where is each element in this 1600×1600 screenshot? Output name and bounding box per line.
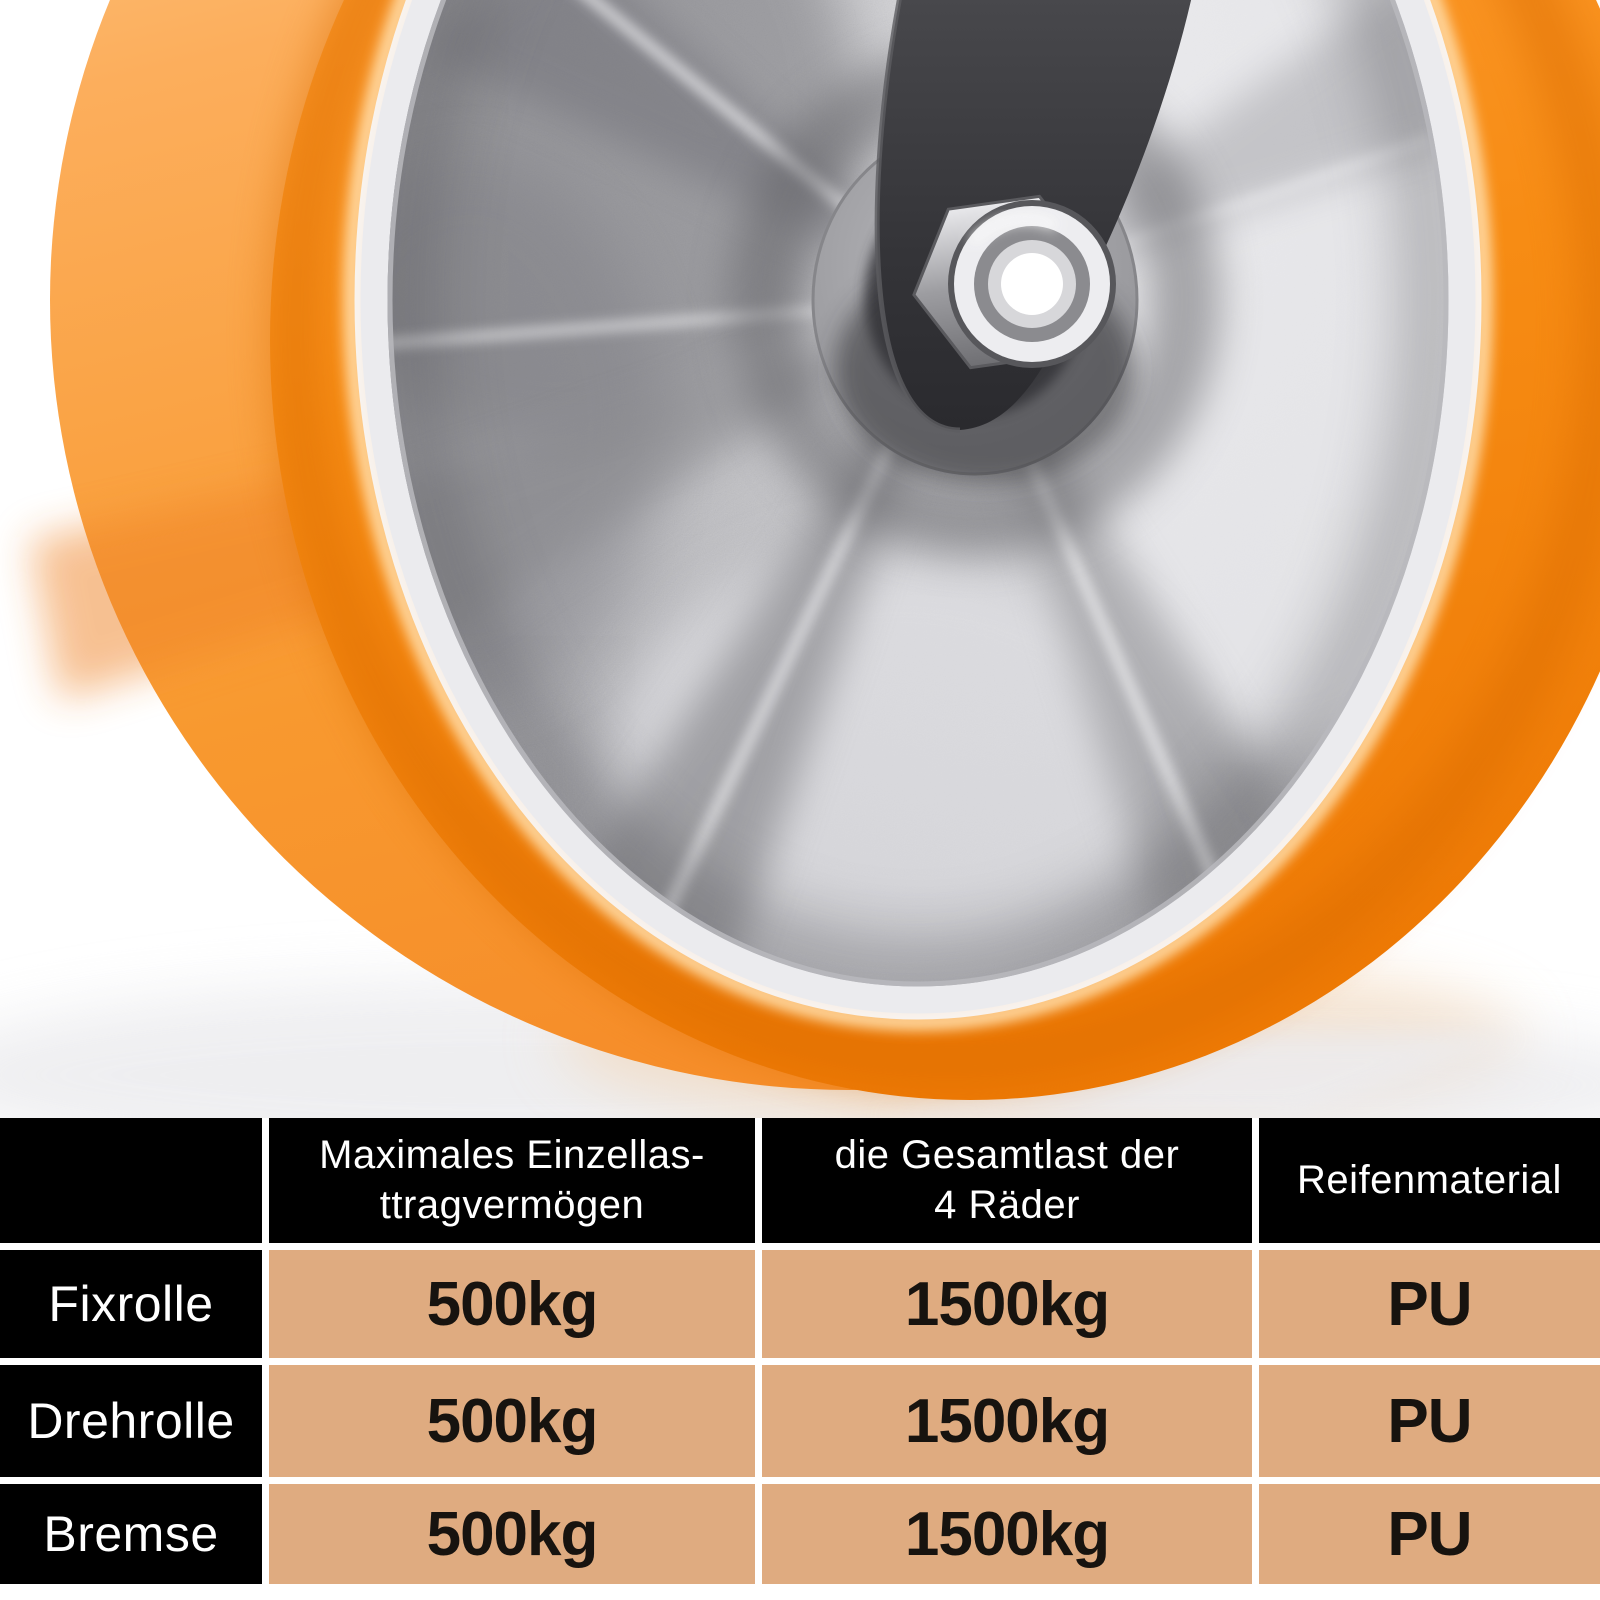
value-cell: PU: [1259, 1484, 1600, 1584]
table-header-cell-empty: [0, 1118, 262, 1243]
table-header-total-load: die Gesamtlast der 4 Räder: [762, 1118, 1252, 1243]
fork-edge-highlight: [874, 0, 961, 433]
table-header-max-load: Maximales Einzellas- ttragvermögen: [269, 1118, 755, 1243]
value-cell: PU: [1259, 1250, 1600, 1358]
value-cell: 1500kg: [762, 1484, 1252, 1584]
caster-wheel-photo: [0, 0, 1600, 1118]
row-label-fixrolle: Fixrolle: [0, 1250, 262, 1358]
row-label-bremse: Bremse: [0, 1484, 262, 1584]
value-cell: 1500kg: [762, 1365, 1252, 1477]
bolt-head: [948, 200, 1116, 368]
value-cell: 500kg: [269, 1484, 755, 1584]
table-header-tire-material: Reifenmaterial: [1259, 1118, 1600, 1243]
rim-ring: [354, 0, 1482, 1020]
value-cell: 500kg: [269, 1250, 755, 1358]
rim-glow-highlight: [343, 0, 1493, 1031]
value-cell: 500kg: [269, 1365, 755, 1477]
row-label-drehrolle: Drehrolle: [0, 1365, 262, 1477]
spec-table: Maximales Einzellas- ttragvermögen die G…: [0, 1118, 1600, 1600]
value-cell: 1500kg: [762, 1250, 1252, 1358]
value-cell: PU: [1259, 1365, 1600, 1477]
